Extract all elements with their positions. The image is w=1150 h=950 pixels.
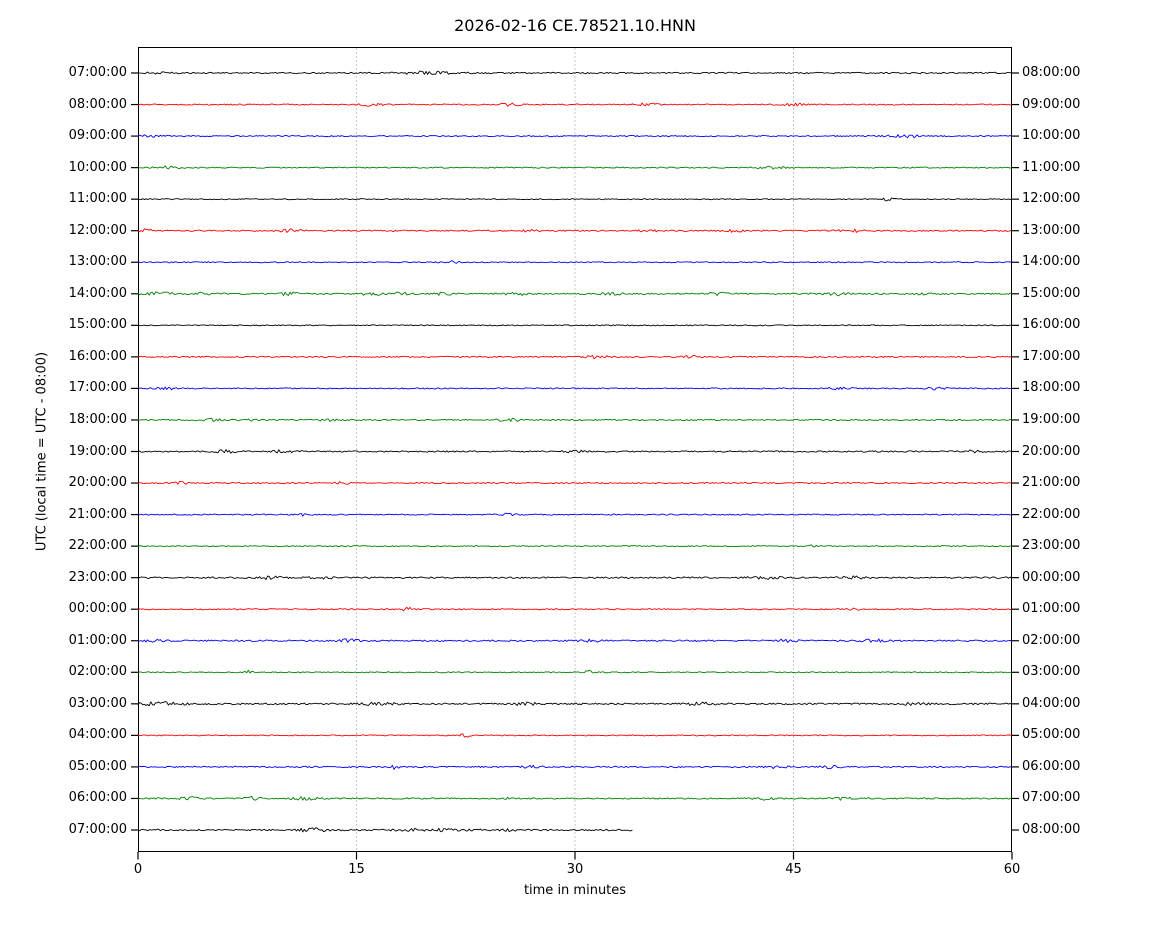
y-tick-label-utc: 07:00:00 (68, 65, 127, 80)
y-tick-label-utc: 16:00:00 (68, 348, 127, 364)
x-tick-label: 0 (133, 862, 143, 877)
y-tick-label-utc: 02:00:00 (68, 664, 127, 680)
y-tick-label-local: 02:00:00 (1022, 632, 1081, 648)
seismic-trace (137, 795, 1012, 801)
y-tick-label-utc: 09:00:00 (68, 128, 127, 144)
y-tick-label-local: 19:00:00 (1022, 411, 1081, 427)
seismic-trace (137, 228, 1012, 233)
y-tick-label-utc: 05:00:00 (68, 758, 127, 774)
x-tick-label: 30 (566, 862, 584, 877)
y-tick-label-local: 10:00:00 (1022, 128, 1081, 144)
seismic-trace (137, 134, 1012, 139)
seismic-trace (137, 324, 1012, 327)
y-tick-label-local: 14:00:00 (1022, 254, 1081, 270)
y-tick-label-utc: 08:00:00 (68, 96, 127, 112)
y-tick-label-utc: 19:00:00 (68, 443, 127, 459)
y-tick-label-utc: 21:00:00 (68, 506, 127, 522)
seismic-trace (137, 764, 1012, 770)
x-axis-label: time in minutes (523, 883, 627, 898)
seismic-trace (137, 70, 1012, 75)
seismic-trace (137, 733, 1012, 738)
seismic-trace (137, 165, 1012, 170)
seismic-trace (137, 291, 1012, 297)
y-tick-label-local: 12:00:00 (1022, 191, 1081, 207)
y-tick-label-local: 08:00:00 (1022, 822, 1081, 837)
seismic-trace (137, 355, 1012, 360)
y-tick-label-utc: 00:00:00 (68, 601, 127, 617)
y-tick-label-local: 20:00:00 (1022, 443, 1081, 459)
y-tick-label-local: 07:00:00 (1022, 790, 1081, 806)
seismic-trace (137, 512, 1012, 517)
y-tick-label-utc: 18:00:00 (68, 411, 127, 427)
y-tick-label-utc: 03:00:00 (68, 695, 127, 711)
seismic-trace (137, 827, 633, 833)
seismic-trace (137, 102, 1012, 107)
y-tick-label-local: 15:00:00 (1022, 285, 1081, 301)
y-tick-label-local: 00:00:00 (1022, 569, 1081, 585)
y-tick-label-utc: 07:00:00 (68, 822, 127, 837)
seismic-trace (137, 417, 1012, 422)
seismic-trace (137, 669, 1012, 674)
seismic-trace (137, 197, 1012, 202)
x-tick-label: 45 (785, 862, 802, 877)
y-tick-label-local: 18:00:00 (1022, 380, 1081, 396)
seismic-trace (137, 544, 1012, 548)
y-tick-label-local: 13:00:00 (1022, 222, 1081, 238)
y-tick-label-local: 08:00:00 (1022, 65, 1081, 80)
y-tick-label-utc: 10:00:00 (68, 159, 127, 175)
seismic-trace (137, 701, 1012, 707)
y-tick-label-utc: 01:00:00 (68, 632, 127, 648)
y-tick-label-local: 21:00:00 (1022, 475, 1081, 491)
seismic-trace (137, 606, 1012, 612)
y-tick-label-utc: 20:00:00 (68, 475, 127, 491)
y-tick-label-local: 23:00:00 (1022, 538, 1081, 554)
x-tick-label: 60 (1003, 862, 1021, 877)
seismic-trace (137, 449, 1012, 454)
seismic-trace (137, 386, 1012, 391)
seismic-trace (137, 575, 1012, 580)
y-tick-label-utc: 06:00:00 (68, 790, 127, 806)
seismic-trace (137, 260, 1012, 264)
y-tick-label-utc: 04:00:00 (68, 727, 127, 743)
chart-title: 2026-02-16 CE.78521.10.HNN (454, 16, 696, 35)
seismic-trace (137, 480, 1012, 485)
y-tick-label-utc: 12:00:00 (68, 222, 127, 238)
x-tick-label: 15 (348, 862, 365, 877)
y-tick-label-utc: 11:00:00 (68, 191, 127, 207)
y-tick-label-local: 04:00:00 (1022, 695, 1081, 711)
y-tick-label-local: 03:00:00 (1022, 664, 1081, 680)
y-tick-label-utc: 13:00:00 (68, 254, 127, 270)
y-tick-label-local: 17:00:00 (1022, 348, 1081, 364)
y-tick-label-local: 11:00:00 (1022, 159, 1081, 175)
y-tick-label-local: 01:00:00 (1022, 601, 1081, 617)
seismic-trace (137, 638, 1012, 643)
y-tick-label-local: 16:00:00 (1022, 317, 1081, 333)
y-tick-label-utc: 14:00:00 (68, 285, 127, 301)
y-tick-label-utc: 17:00:00 (68, 380, 127, 396)
y-tick-label-utc: 23:00:00 (68, 569, 127, 585)
y-tick-label-local: 06:00:00 (1022, 758, 1081, 774)
y-tick-label-local: 05:00:00 (1022, 727, 1081, 743)
y-tick-label-utc: 15:00:00 (68, 317, 127, 333)
y-tick-label-utc: 22:00:00 (68, 538, 127, 554)
y-tick-label-local: 09:00:00 (1022, 96, 1081, 112)
y-tick-label-local: 22:00:00 (1022, 506, 1081, 522)
